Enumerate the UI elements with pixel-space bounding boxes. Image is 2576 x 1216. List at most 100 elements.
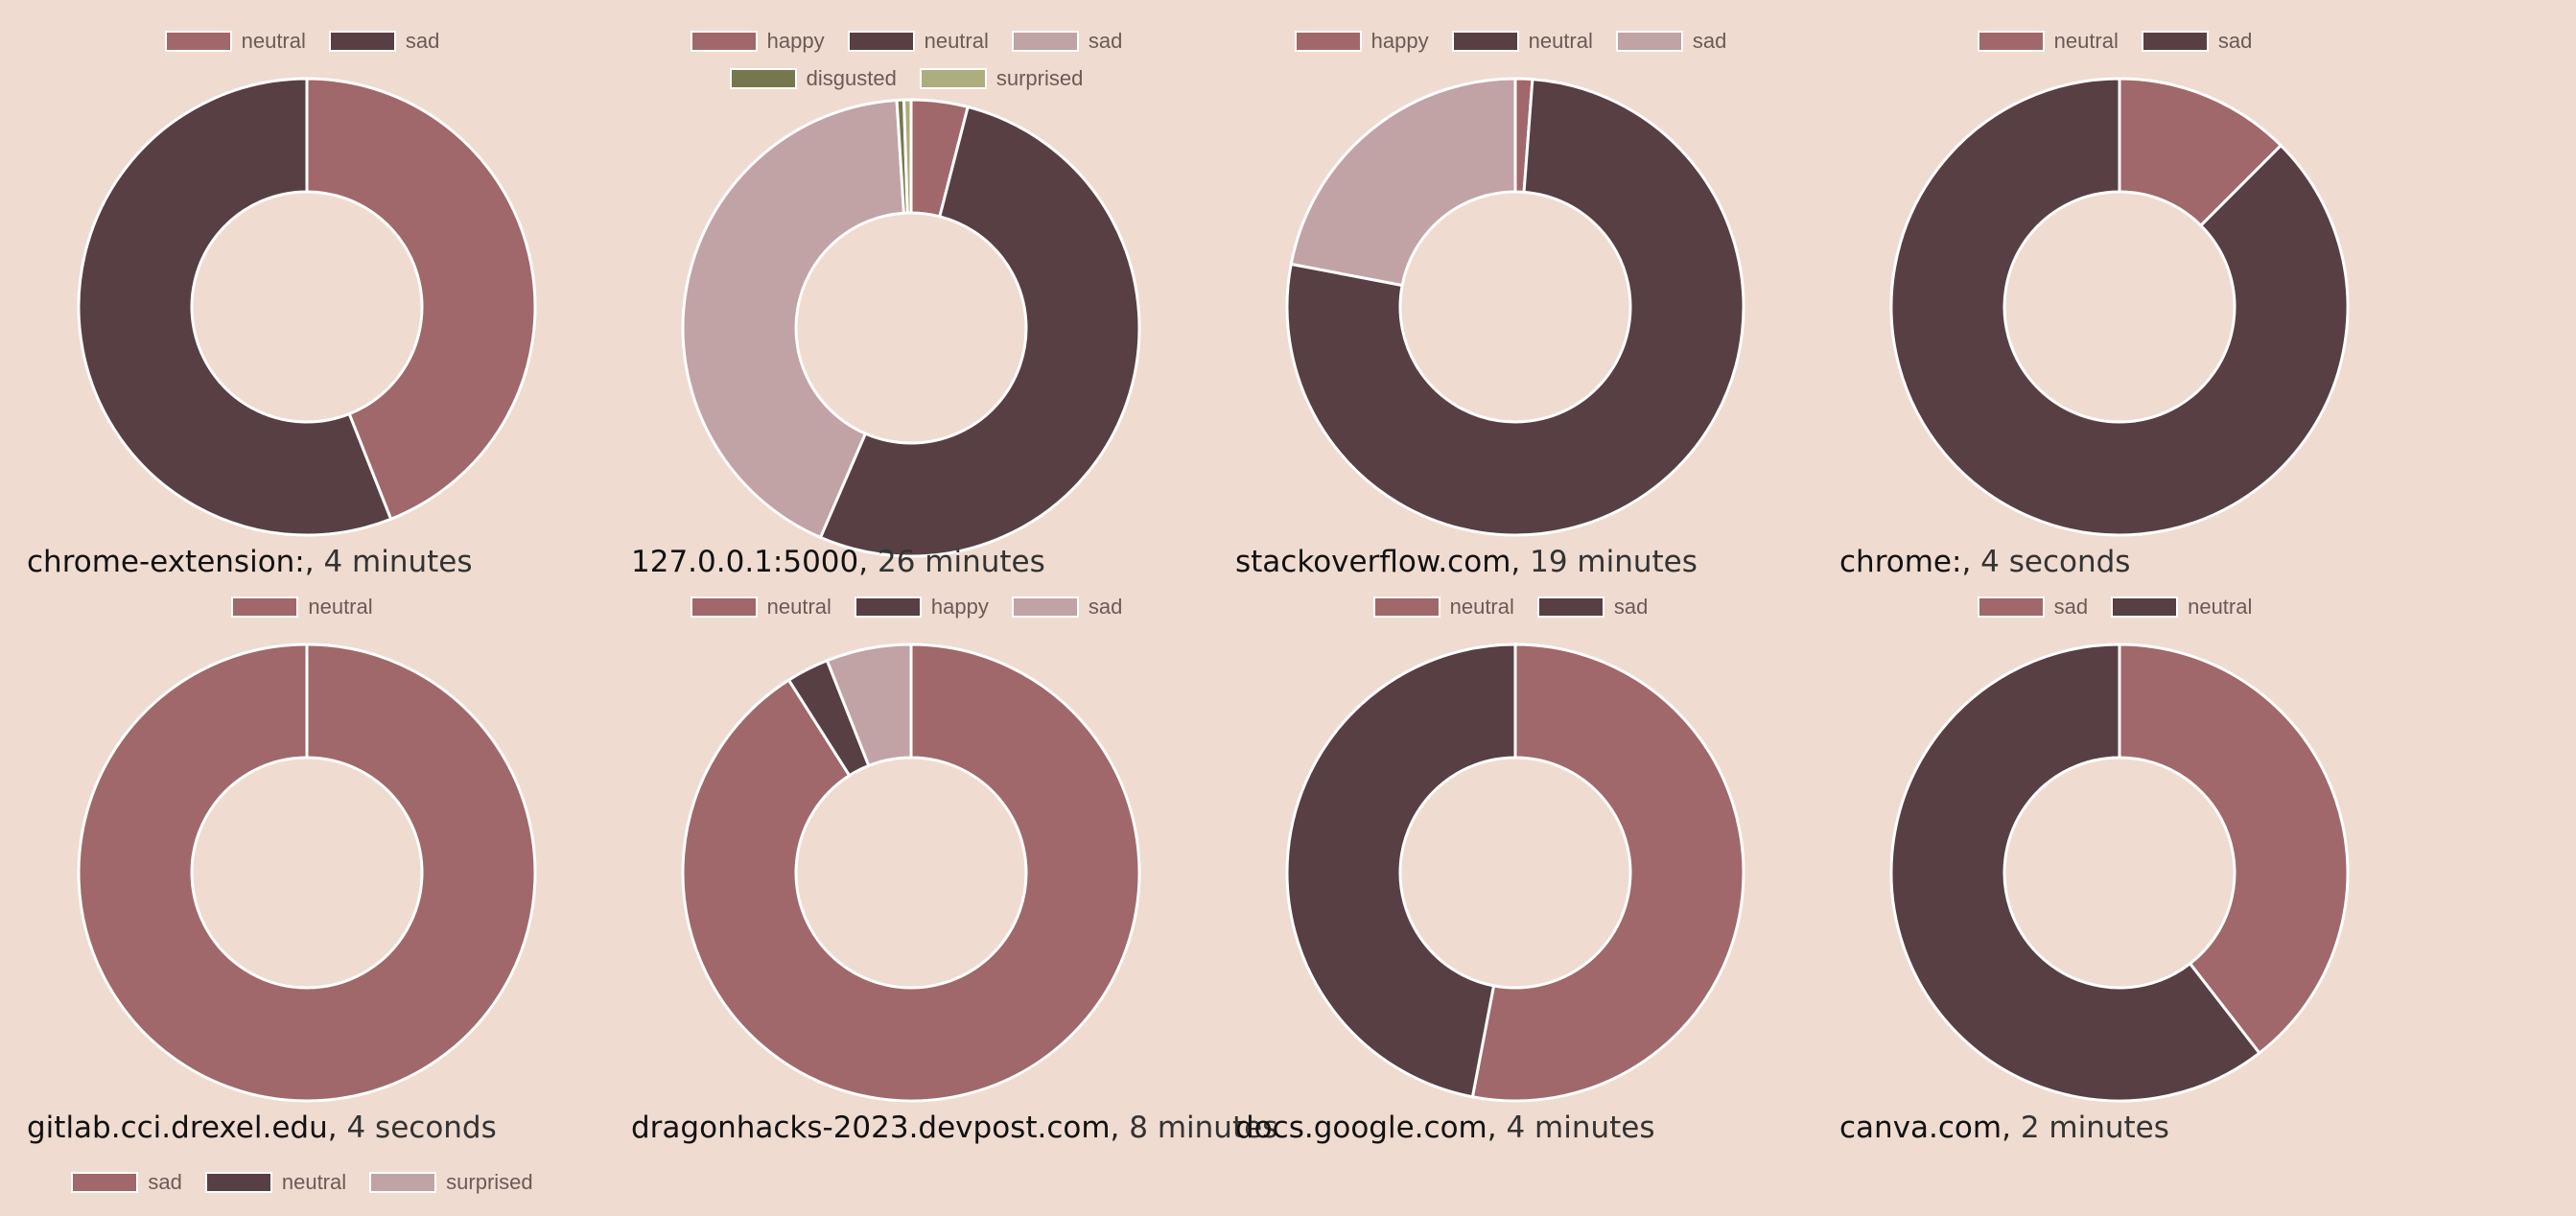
legend: happy neutral sad disgusted surprised — [604, 29, 1208, 90]
slice-neutral[interactable] — [77, 643, 537, 1103]
slice-neutral[interactable] — [818, 105, 1141, 558]
legend-item-neutral[interactable]: neutral — [204, 1170, 346, 1194]
legend-swatch — [1615, 30, 1683, 52]
legend: neutral sad — [1208, 595, 1813, 619]
legend-item-neutral[interactable]: neutral — [690, 594, 831, 619]
chart-caption: chrome:, 4 seconds — [1839, 545, 2130, 579]
legend-item-happy[interactable]: happy — [1294, 28, 1429, 53]
chart-caption: chrome-extension:, 4 minutes — [27, 545, 473, 579]
slice-sad[interactable] — [77, 77, 393, 537]
legend-swatch — [1536, 596, 1604, 618]
legend-item-neutral[interactable]: neutral — [2111, 595, 2252, 619]
site-name: stackoverflow.com — [1235, 545, 1511, 579]
legend-swatch — [1977, 596, 2045, 618]
slice-neutral[interactable] — [681, 643, 1141, 1103]
site-name: chrome: — [1839, 545, 1962, 579]
legend-label: surprised — [995, 65, 1084, 90]
legend-item-sad[interactable]: sad — [1615, 29, 1726, 53]
legend: neutral — [0, 595, 604, 619]
duration: 4 seconds — [346, 1111, 497, 1145]
legend-label: sad — [1088, 28, 1123, 53]
legend-item-surprised[interactable]: surprised — [369, 1170, 533, 1194]
chart-caption: canva.com, 2 minutes — [1839, 1111, 2169, 1145]
legend-item-sad[interactable]: sad — [1011, 28, 1123, 53]
slice-sad[interactable] — [1889, 77, 2350, 537]
legend-label: neutral — [924, 28, 989, 53]
legend-swatch — [71, 1171, 139, 1193]
caption-separator: , — [327, 1111, 347, 1145]
legend-item-neutral[interactable]: neutral — [1977, 28, 2119, 53]
slice-sad[interactable] — [681, 98, 905, 539]
legend-item-happy[interactable]: happy — [854, 594, 989, 619]
legend-item-neutral[interactable]: neutral — [164, 28, 306, 53]
donut-chart — [1285, 643, 1745, 1103]
legend-label: disgusted — [806, 65, 897, 90]
chart-caption: gitlab.cci.drexel.edu, 4 seconds — [27, 1111, 497, 1145]
slice-sad[interactable] — [825, 643, 913, 767]
donut-chart — [681, 98, 1141, 558]
legend-item-neutral[interactable]: neutral — [231, 595, 373, 619]
legend-item-neutral[interactable]: neutral — [1372, 594, 1514, 619]
legend-item-happy[interactable]: happy — [690, 28, 825, 53]
donut-chart — [681, 643, 1141, 1103]
legend-label: neutral — [2053, 28, 2119, 53]
slice-sad[interactable] — [2118, 643, 2350, 1055]
slice-sad[interactable] — [1289, 77, 1517, 288]
legend-swatch — [231, 596, 299, 618]
duration: 19 minutes — [1530, 545, 1698, 579]
site-name: chrome-extension: — [27, 545, 305, 579]
donut-chart — [1889, 643, 2350, 1103]
legend: happy neutral sad — [1208, 29, 1813, 53]
caption-separator: , — [858, 545, 878, 579]
legend-label: neutral — [766, 594, 831, 619]
site-name: 127.0.0.1:5000 — [631, 545, 859, 579]
legend-label: neutral — [241, 28, 306, 53]
legend-item-sad[interactable]: sad — [71, 1170, 182, 1194]
chart-card-gitlab-cci-drexel-edu: neutral gitlab.cci.drexel.edu, 4 seconds — [0, 566, 604, 1145]
legend-label: neutral — [1528, 28, 1593, 53]
legend-item-sad[interactable]: sad — [1011, 595, 1122, 619]
legend-swatch — [1294, 30, 1362, 52]
legend-swatch — [204, 1171, 272, 1193]
legend-swatch — [164, 30, 232, 52]
slice-neutral[interactable] — [305, 77, 537, 521]
slice-neutral[interactable] — [1470, 643, 1745, 1103]
slice-neutral[interactable] — [1889, 643, 2261, 1103]
legend-item-surprised[interactable]: surprised — [919, 65, 1084, 90]
legend-item-sad[interactable]: sad — [1977, 595, 2088, 619]
slice-neutral[interactable] — [1285, 78, 1745, 537]
chart-card-partial: sad neutral surprised — [0, 1124, 614, 1216]
legend-swatch — [690, 30, 758, 52]
site-name: gitlab.cci.drexel.edu — [27, 1111, 328, 1145]
chart-card-chrome-extension: neutral sad chrome-extension:, 4 minutes — [0, 0, 604, 579]
chart-card-docs-google-com: neutral sad docs.google.com, 4 minutes — [1208, 566, 1813, 1145]
legend-label: happy — [766, 28, 825, 53]
slice-sad[interactable] — [1285, 643, 1517, 1099]
chart-card-stackoverflow-com: happy neutral sad stackoverflow.com, 19 min… — [1208, 0, 1813, 579]
duration: 4 minutes — [1506, 1111, 1655, 1145]
legend-label: happy — [930, 594, 989, 619]
legend-item-disgusted[interactable]: disgusted — [729, 65, 897, 90]
slice-surprised[interactable] — [902, 98, 913, 215]
legend-swatch — [2111, 596, 2179, 618]
legend-item-sad[interactable]: sad — [1536, 594, 1649, 619]
legend-swatch — [369, 1171, 437, 1193]
legend-label: happy — [1370, 28, 1429, 53]
legend-item-neutral[interactable]: neutral — [847, 28, 989, 53]
legend-item-sad[interactable]: sad — [328, 29, 439, 53]
caption-separator: , — [304, 545, 324, 579]
legend-item-neutral[interactable]: neutral — [1451, 28, 1593, 53]
legend-swatch — [847, 30, 915, 52]
legend: neutral happy sad — [604, 595, 1208, 619]
chart-caption: 127.0.0.1:5000, 26 minutes — [631, 545, 1045, 579]
legend-swatch — [919, 67, 987, 89]
donut-chart — [269, 1210, 384, 1216]
site-name: docs.google.com — [1235, 1111, 1487, 1145]
caption-separator: , — [1961, 545, 1981, 579]
legend-label: neutral — [1449, 594, 1514, 619]
chart-caption: dragonhacks-2023.devpost.com, 8 minutes — [631, 1111, 1277, 1145]
legend: neutral sad — [0, 29, 604, 53]
legend-item-sad[interactable]: sad — [2141, 29, 2252, 53]
legend-swatch — [854, 596, 922, 618]
legend-label: sad — [1613, 594, 1649, 619]
